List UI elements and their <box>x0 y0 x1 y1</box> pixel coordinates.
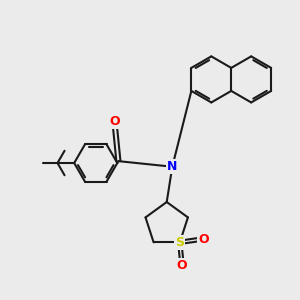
Text: O: O <box>198 233 209 246</box>
Text: O: O <box>176 259 187 272</box>
Text: O: O <box>110 115 120 128</box>
Text: N: N <box>167 160 178 173</box>
Text: S: S <box>175 236 184 249</box>
